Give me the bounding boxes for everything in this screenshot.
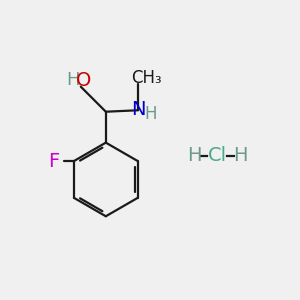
Text: H: H [67,71,80,89]
Text: N: N [131,100,146,119]
Text: Cl: Cl [208,146,227,165]
Text: H: H [233,146,248,165]
Text: CH₃: CH₃ [131,69,162,87]
Text: O: O [76,71,92,90]
Text: H: H [144,105,157,123]
Text: H: H [187,146,201,165]
Text: F: F [49,152,60,170]
